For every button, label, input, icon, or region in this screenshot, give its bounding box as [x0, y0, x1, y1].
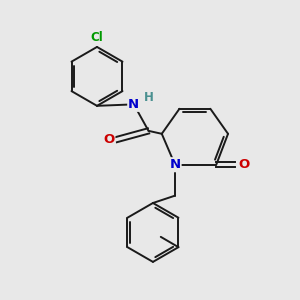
Text: N: N: [128, 98, 140, 111]
Text: O: O: [103, 133, 114, 146]
Text: Cl: Cl: [91, 31, 103, 44]
Text: H: H: [144, 92, 154, 104]
Text: O: O: [238, 158, 250, 171]
Text: N: N: [169, 158, 181, 171]
